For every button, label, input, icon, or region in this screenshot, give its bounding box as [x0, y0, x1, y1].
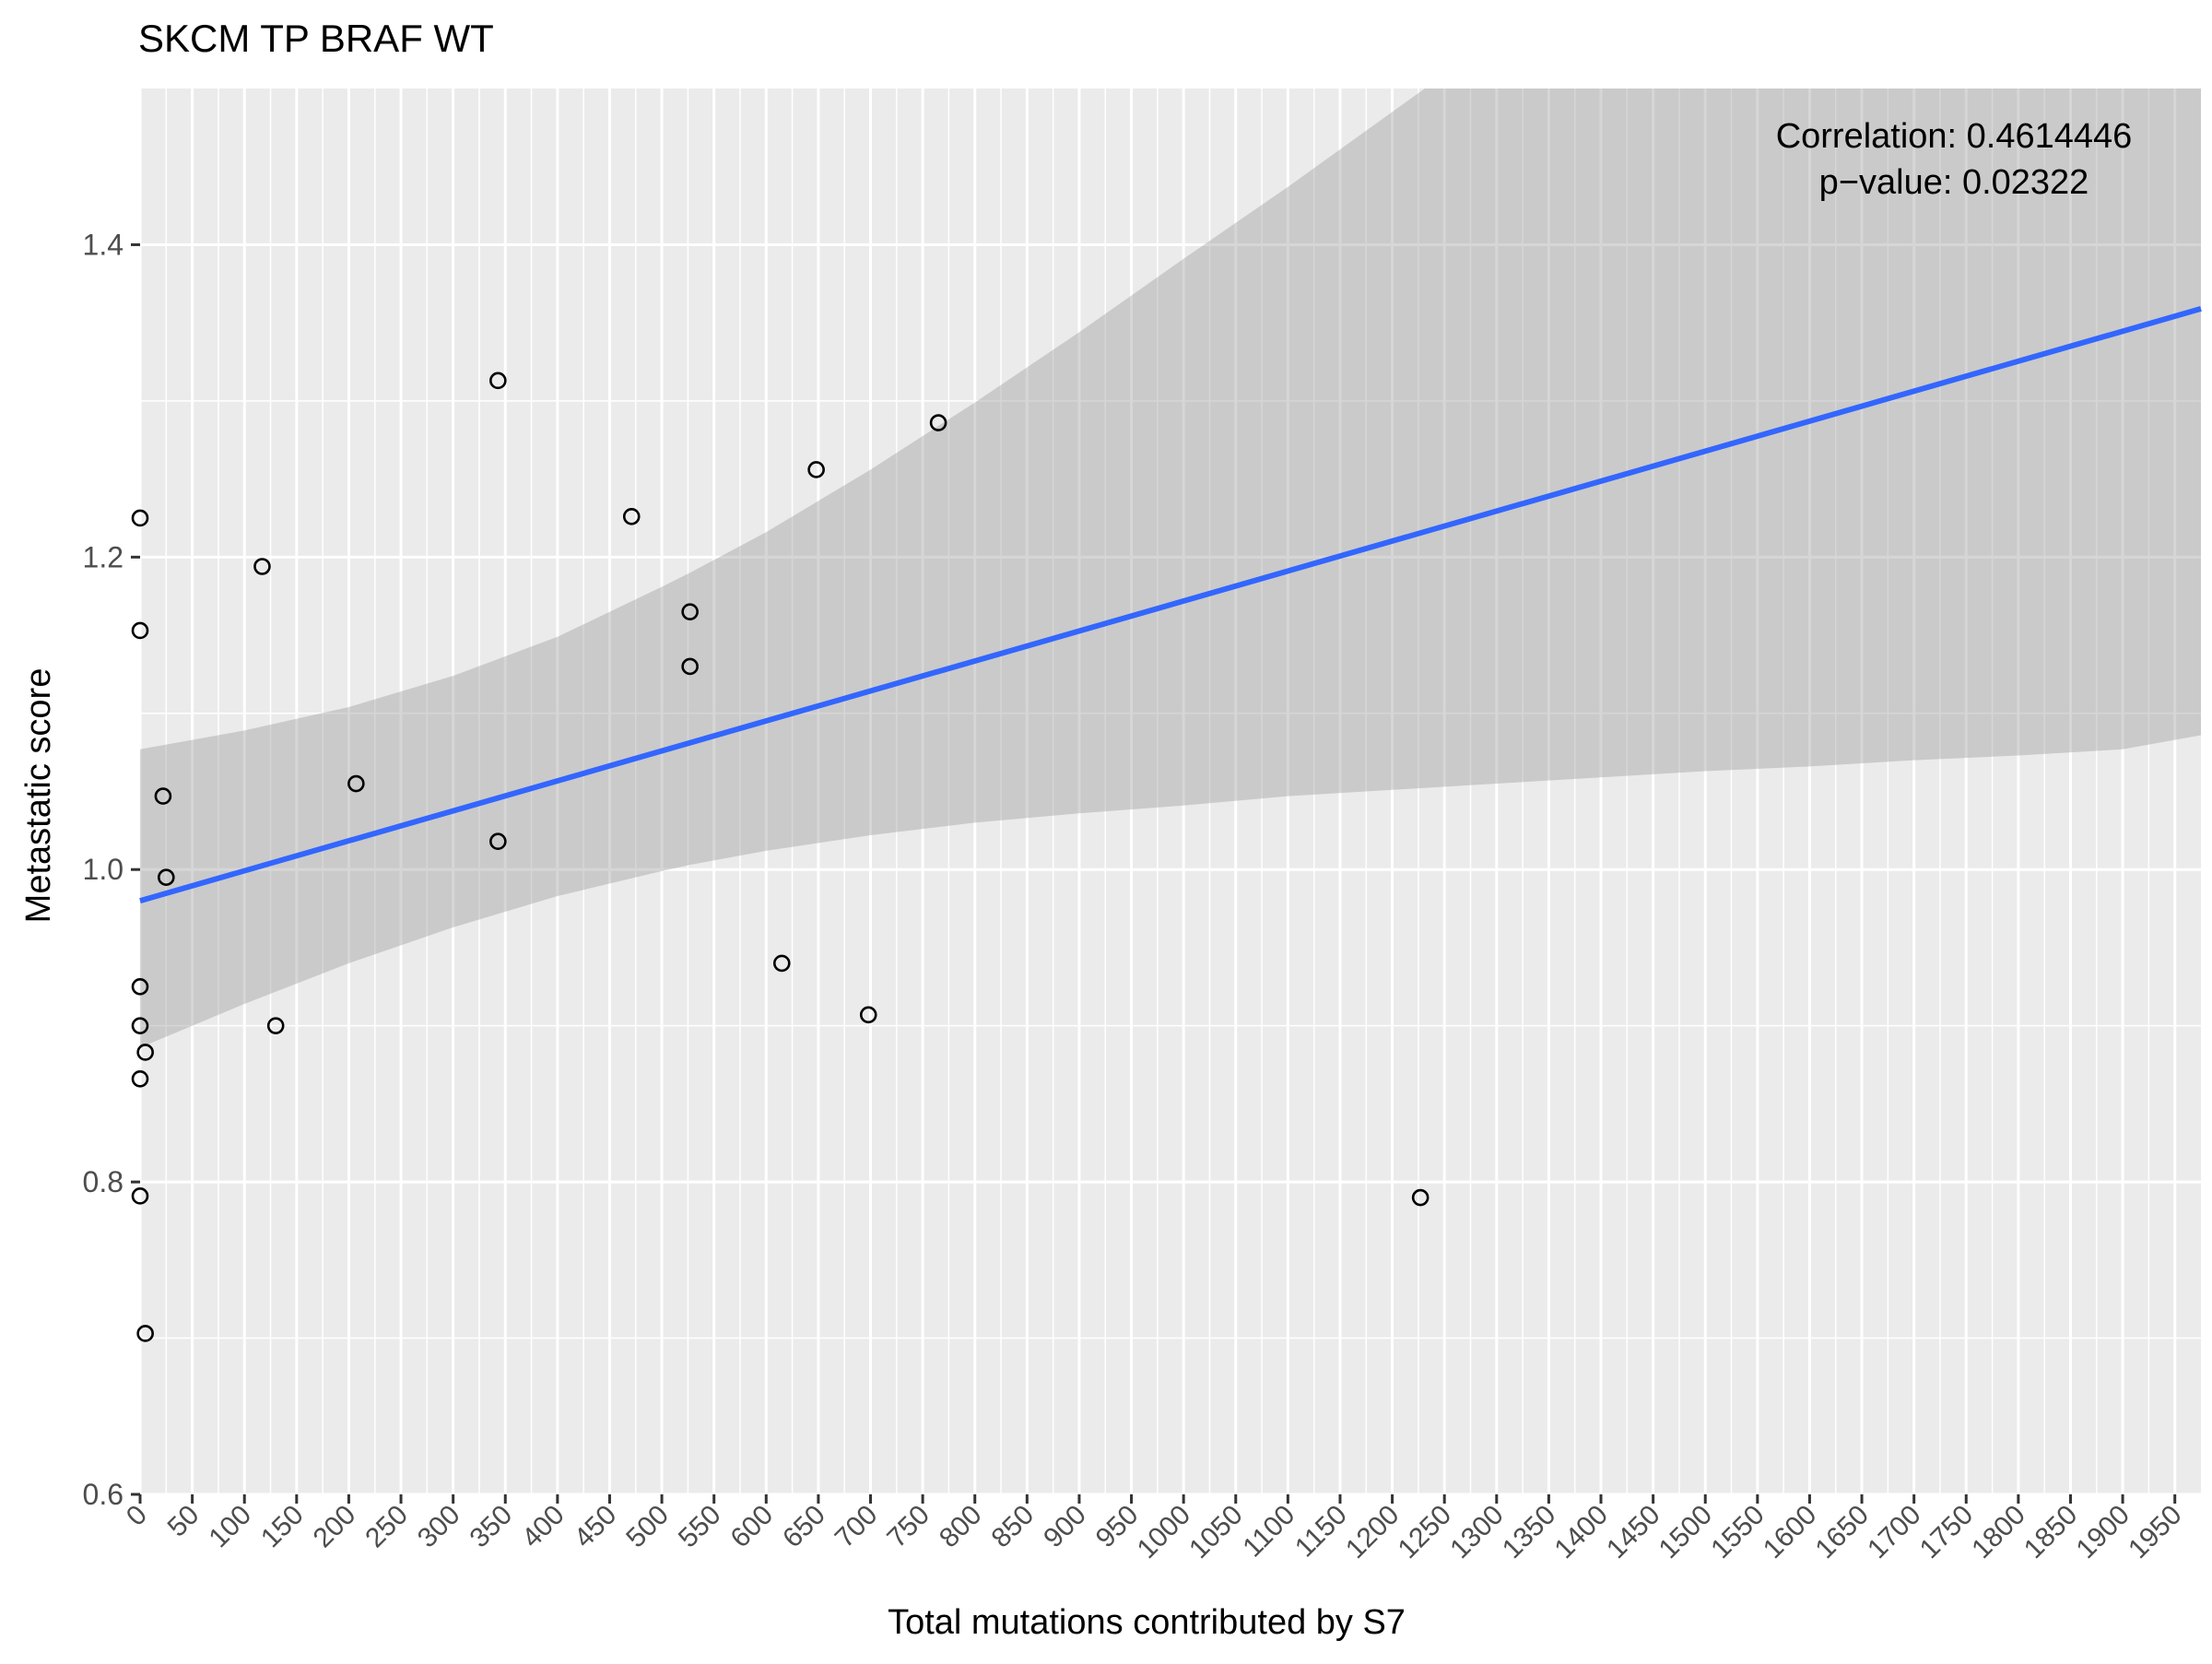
data-point	[154, 787, 172, 805]
data-point	[266, 1017, 285, 1034]
plot-panel	[140, 89, 2201, 1494]
data-point	[681, 603, 699, 620]
y-tick-label: 0.8	[83, 1165, 124, 1198]
x-tick-label: 1700	[1862, 1500, 1927, 1565]
data-point	[489, 372, 507, 390]
x-tick-label: 350	[464, 1500, 518, 1554]
x-tick-label: 450	[569, 1500, 623, 1554]
x-tick-label: 650	[777, 1500, 831, 1554]
minor-gridlines	[140, 89, 2201, 1494]
x-tick-label: 300	[412, 1500, 466, 1554]
chart-title: SKCM TP BRAF WT	[138, 17, 494, 60]
x-tick-label: 800	[934, 1500, 988, 1554]
x-tick-label: 1750	[1914, 1500, 1980, 1565]
x-tick-label: 850	[986, 1500, 1041, 1554]
x-tick-label: 0	[121, 1500, 153, 1532]
x-tick-label: 550	[673, 1500, 727, 1554]
major-gridlines	[138, 89, 2201, 1496]
x-tick-label: 1950	[2123, 1500, 2188, 1565]
data-point	[347, 774, 365, 793]
data-point	[929, 414, 947, 431]
data-point	[489, 832, 507, 851]
x-tick-label: 1050	[1183, 1500, 1249, 1565]
x-tick-label: 1250	[1393, 1500, 1458, 1565]
x-tick-label: 900	[1038, 1500, 1092, 1554]
y-tick-label: 1.4	[83, 228, 124, 261]
x-tick-label: 1650	[1809, 1500, 1875, 1565]
x-tick-label: 1150	[1289, 1500, 1353, 1564]
x-tick-label: 1200	[1340, 1500, 1406, 1565]
x-tick-label: 1800	[1966, 1500, 2031, 1565]
regression-line	[139, 306, 2202, 903]
x-tick-label: 1850	[2018, 1500, 2084, 1565]
pvalue-annotation: p−value: 0.02322	[1819, 163, 2089, 202]
x-tick-label: 1400	[1548, 1500, 1614, 1565]
x-tick-label: 1350	[1497, 1500, 1562, 1565]
data-point	[131, 509, 149, 527]
x-axis-label: Total mutations contributed by S7	[888, 1603, 1406, 1642]
y-tick-label: 1.0	[83, 853, 124, 886]
y-tick-label: 1.2	[83, 540, 124, 573]
data-point	[253, 558, 271, 575]
x-tick-label: 1900	[2071, 1500, 2136, 1565]
data-point	[807, 461, 825, 478]
x-tick-label: 600	[725, 1500, 780, 1554]
x-tick-label: 1450	[1601, 1500, 1666, 1565]
data-point	[131, 978, 149, 996]
data-point	[131, 621, 149, 640]
y-axis-label: Metastatic score	[19, 668, 58, 924]
x-tick-label: 1100	[1237, 1500, 1300, 1564]
data-point	[136, 1325, 154, 1342]
x-tick-label: 200	[308, 1500, 362, 1554]
data-point	[131, 1069, 149, 1088]
x-tick-label: 50	[162, 1500, 206, 1543]
x-tick-label: 250	[359, 1500, 414, 1554]
x-tick-label: 1300	[1444, 1500, 1510, 1565]
data-point	[772, 954, 791, 973]
y-tick-label: 0.6	[83, 1478, 124, 1511]
data-point	[131, 1187, 149, 1205]
data-point	[1411, 1188, 1430, 1207]
x-axis: 0 501001502002503003504004505005506006507…	[121, 1494, 2188, 1564]
x-tick-label: 400	[516, 1500, 571, 1554]
x-tick-label: 1600	[1758, 1500, 1823, 1565]
data-point	[622, 507, 641, 525]
x-tick-label: 700	[830, 1500, 884, 1554]
x-tick-label: 150	[255, 1500, 310, 1554]
data-point	[131, 1017, 149, 1034]
x-tick-label: 500	[620, 1500, 675, 1554]
x-tick-label: 750	[881, 1500, 935, 1554]
data-point	[681, 657, 699, 676]
confidence-band	[140, 89, 2201, 1048]
y-axis: 0.6 0.8 1.0 1.2 1.4	[83, 228, 140, 1511]
x-tick-label: 100	[203, 1500, 257, 1554]
data-points	[131, 372, 1430, 1342]
x-tick-label: 1500	[1653, 1500, 1719, 1565]
x-tick-label: 1000	[1132, 1500, 1197, 1565]
data-point	[136, 1044, 154, 1061]
correlation-annotation: Correlation: 0.4614446	[1776, 117, 2133, 156]
data-point	[158, 868, 175, 886]
x-tick-label: 1550	[1705, 1500, 1771, 1565]
data-point	[859, 1006, 877, 1024]
